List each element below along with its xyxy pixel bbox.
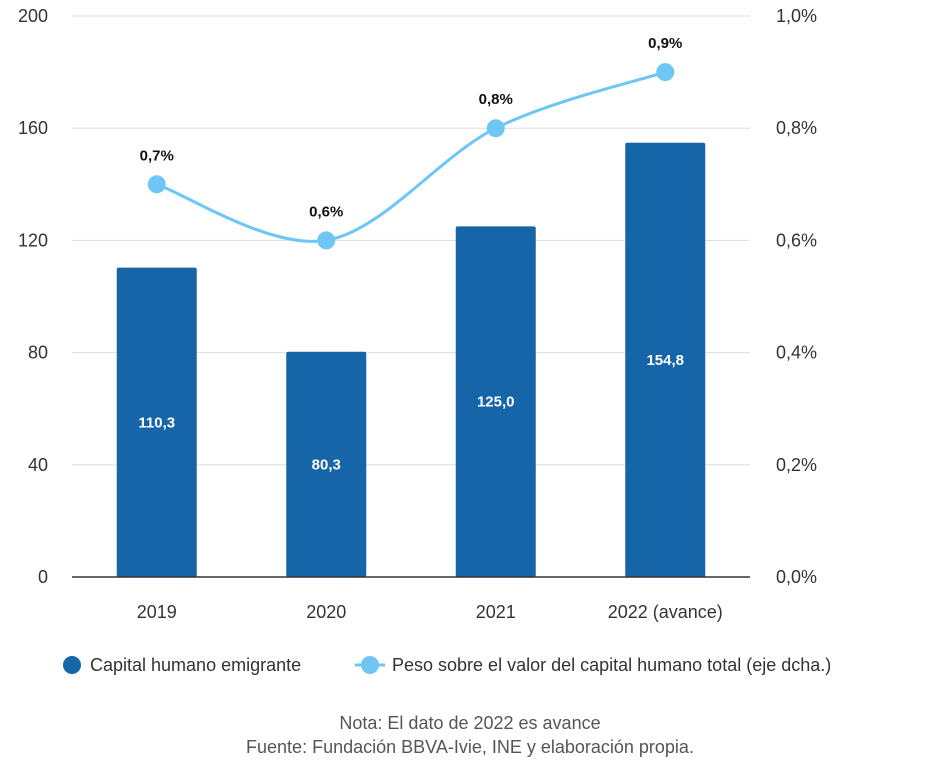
bar [455,226,536,577]
line-point [147,175,166,194]
left-axis: 0 40 80 120 160 200 [18,6,48,587]
chart-note: Nota: El dato de 2022 es avance [339,713,601,733]
legend: Capital humano emigrante Peso sobre el va… [63,655,831,675]
legend-label-bar: Capital humano emigrante [90,655,301,675]
left-tick-label: 0 [38,567,48,587]
left-tick-label: 80 [28,343,48,363]
right-axis: 0,0% 0,2% 0,4% 0,6% 0,8% 1,0% [776,6,817,587]
x-tick-label: 2022 (avance) [608,602,723,622]
x-tick-label: 2021 [476,602,516,622]
line-value-label: 0,8% [479,91,513,108]
bar-series: 110,3 80,3 125,0 154,8 [116,142,706,577]
x-tick-label: 2019 [137,602,177,622]
right-tick-label: 1,0% [776,6,817,26]
bar-value-label: 110,3 [138,414,175,431]
right-tick-label: 0,2% [776,455,817,475]
left-tick-label: 200 [18,6,48,26]
x-axis: 2019 2020 2021 2022 (avance) [137,602,723,622]
bar-value-label: 125,0 [477,394,515,411]
left-tick-label: 40 [28,455,48,475]
chart-source: Fuente: Fundación BBVA-Ivie, INE y elabo… [246,737,694,757]
line-point [317,231,336,250]
legend-label-line: Peso sobre el valor del capital humano t… [392,655,831,675]
left-tick-label: 160 [18,118,48,138]
right-tick-label: 0,0% [776,567,817,587]
legend-marker-line [361,656,379,674]
bar [286,351,367,577]
line-point [486,119,505,138]
right-tick-label: 0,6% [776,230,817,250]
bar-value-label: 80,3 [312,456,341,473]
line-series: 0,7% 0,6% 0,8% 0,9% [140,35,682,250]
line-value-label: 0,6% [309,203,343,220]
line-value-label: 0,9% [648,35,682,52]
line-value-label: 0,7% [140,147,174,164]
bar [625,142,706,577]
bar [116,267,197,577]
x-tick-label: 2020 [306,602,346,622]
left-tick-label: 120 [18,230,48,250]
right-tick-label: 0,4% [776,343,817,363]
right-tick-label: 0,8% [776,118,817,138]
series-line [156,70,666,243]
line-point [656,63,675,82]
legend-marker-bar [63,656,81,674]
bar-value-label: 154,8 [646,352,684,369]
